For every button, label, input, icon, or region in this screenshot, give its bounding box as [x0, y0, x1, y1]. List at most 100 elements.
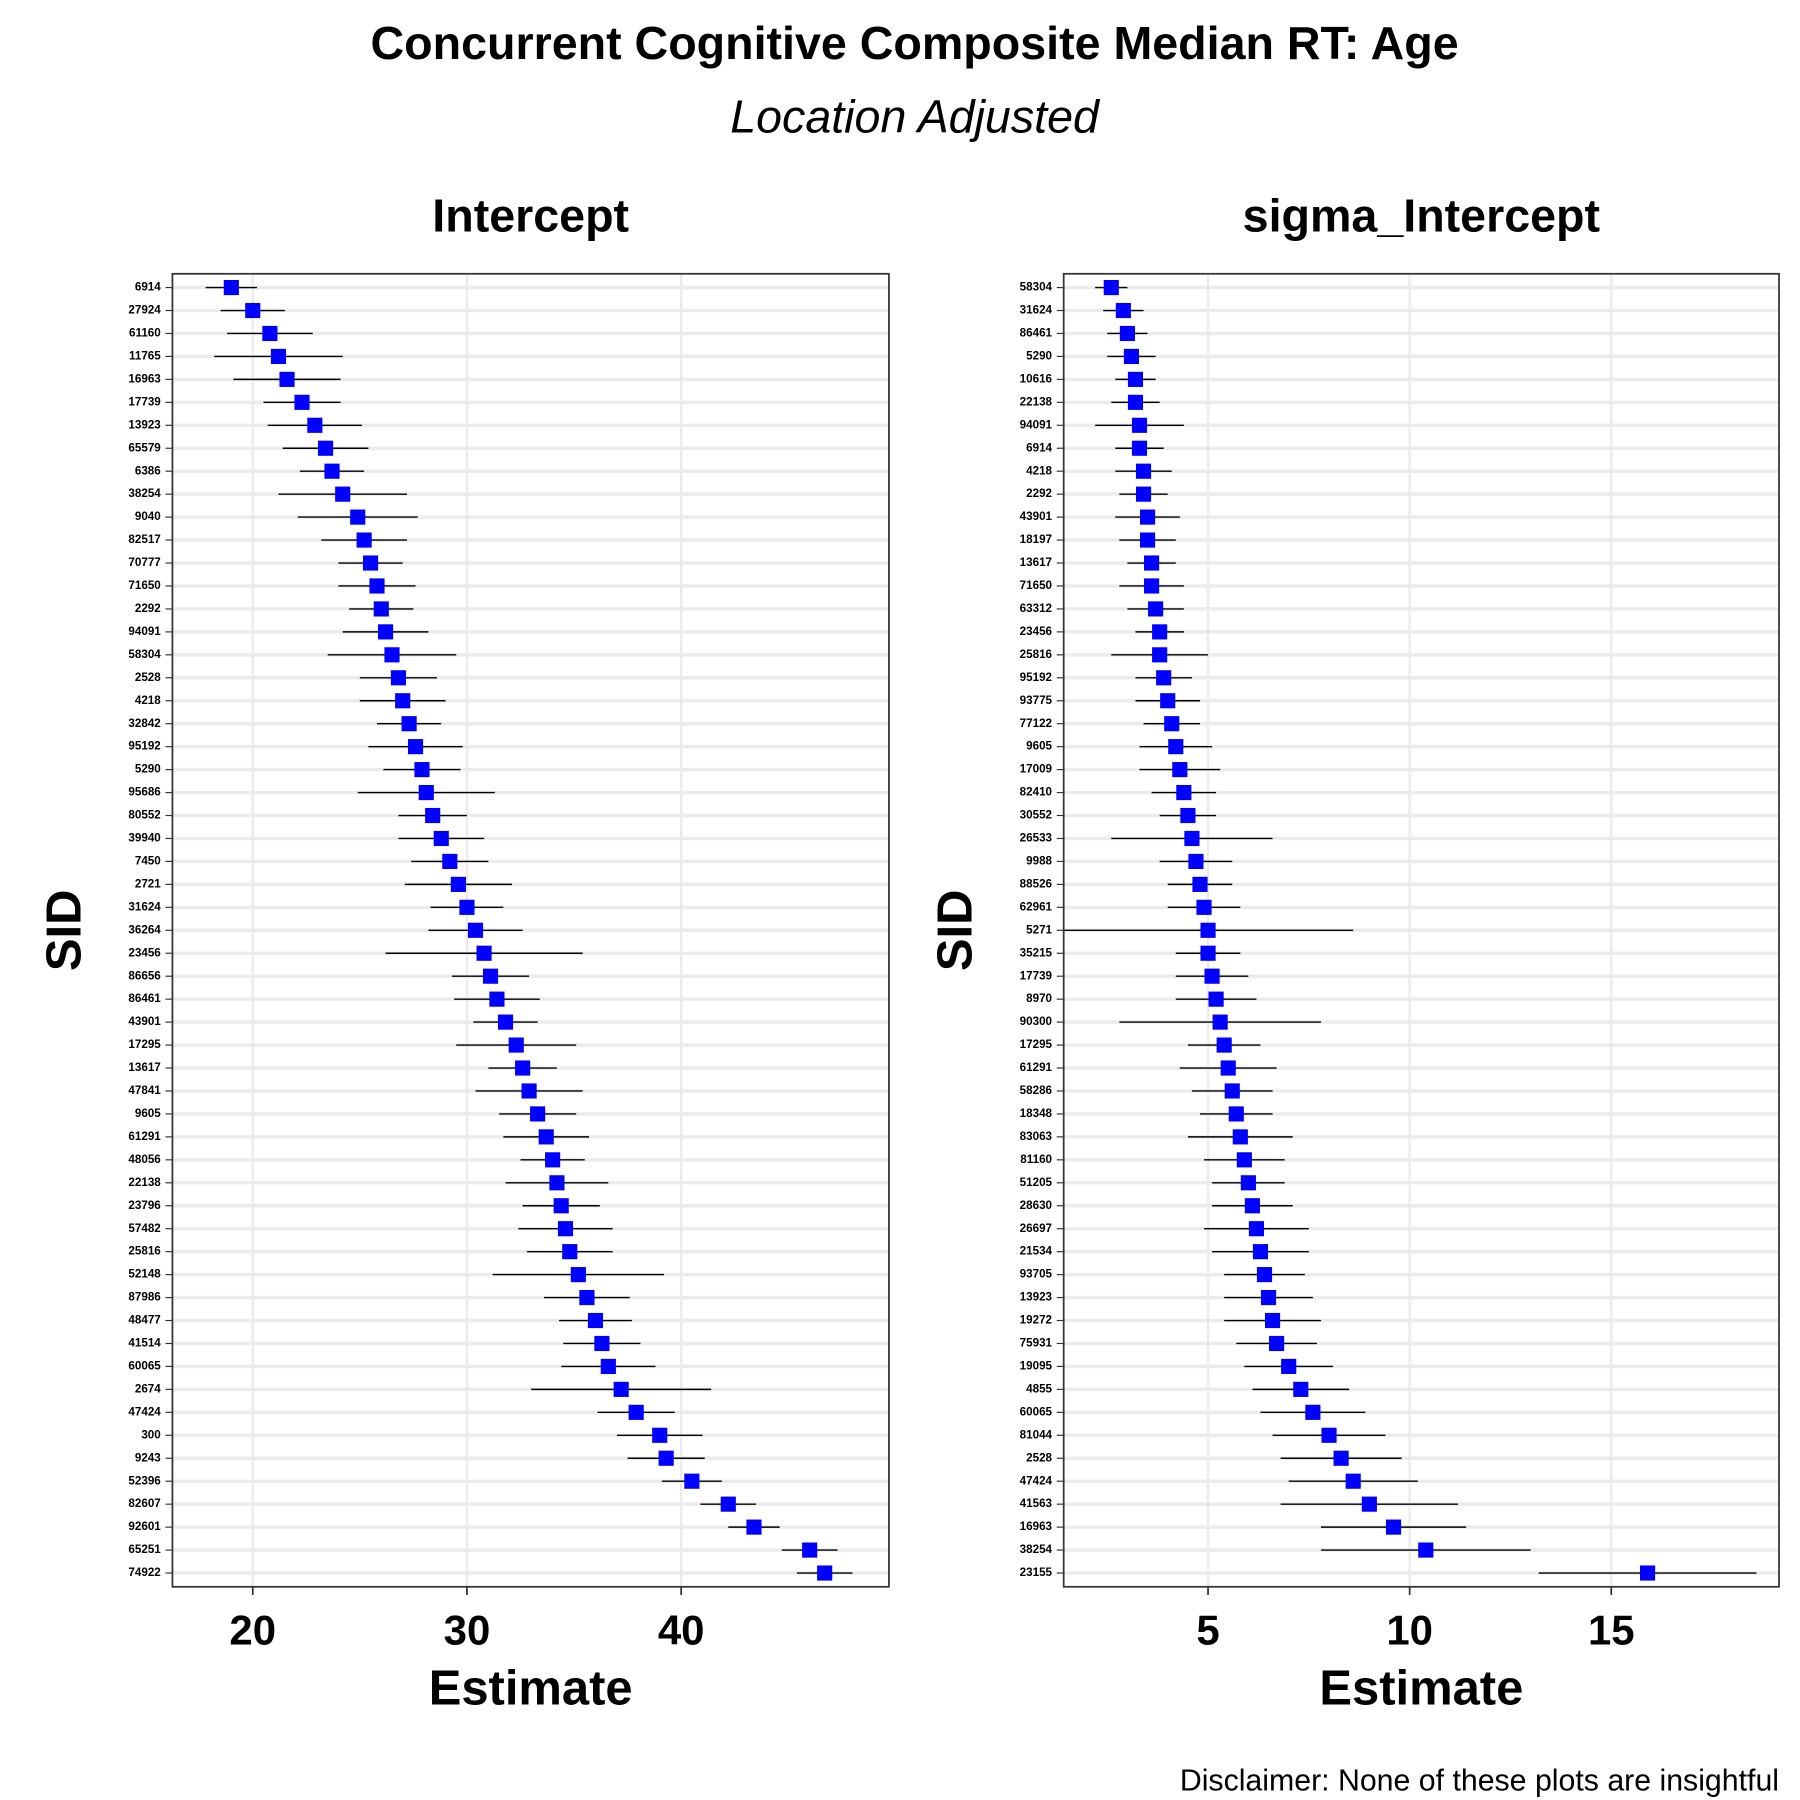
point	[1172, 762, 1188, 778]
point	[1196, 899, 1212, 915]
point	[530, 1106, 546, 1122]
point	[377, 624, 394, 640]
point	[587, 1312, 604, 1329]
y-tick-label: 32842	[128, 717, 161, 730]
y-tick-label: 38254	[128, 487, 161, 500]
y-tick-label: 5271	[1026, 923, 1052, 936]
y-tick-label: 86461	[128, 992, 161, 1005]
y-tick-label: 38254	[1020, 1543, 1053, 1556]
x-tick-label: 5	[1196, 1606, 1219, 1653]
point	[1103, 279, 1119, 296]
point	[1123, 348, 1140, 364]
point	[1192, 876, 1208, 892]
point	[538, 1129, 554, 1145]
y-tick-label: 43901	[1020, 510, 1053, 523]
y-tick-label: 17295	[1020, 1038, 1053, 1051]
y-tick-label: 60065	[1020, 1405, 1053, 1418]
point	[1119, 325, 1135, 342]
point	[467, 922, 484, 938]
y-tick-label: 35215	[1020, 946, 1053, 959]
point	[262, 325, 278, 342]
point	[594, 1335, 610, 1352]
y-tick-label: 8970	[1026, 992, 1052, 1005]
y-tick-label: 11765	[129, 350, 161, 363]
point	[401, 716, 417, 732]
y-tick-label: 2674	[135, 1382, 161, 1395]
y-tick-label: 95686	[128, 786, 161, 799]
point	[390, 670, 406, 686]
y-tick-label: 74922	[128, 1566, 161, 1579]
point	[1321, 1427, 1337, 1443]
y-tick-label: 9040	[135, 510, 161, 523]
y-tick-label: 82607	[128, 1497, 160, 1510]
y-tick-label: 61160	[129, 327, 161, 340]
point	[521, 1083, 537, 1099]
point	[318, 440, 334, 456]
point	[1188, 853, 1204, 869]
y-tick-label: 26697	[1020, 1222, 1052, 1235]
point	[369, 578, 385, 594]
point	[356, 532, 372, 548]
y-tick-label: 62961	[1020, 900, 1053, 913]
y-tick-label: 26533	[1020, 832, 1053, 845]
y-tick-label: 36264	[128, 923, 161, 936]
point	[1333, 1450, 1349, 1466]
y-tick-label: 19095	[1020, 1360, 1053, 1373]
y-tick-label: 51205	[1020, 1176, 1053, 1189]
point	[613, 1381, 629, 1397]
point	[362, 555, 379, 571]
y-tick-label: 2292	[1026, 487, 1052, 500]
y-tick-label: 22138	[128, 1176, 161, 1189]
point	[1164, 716, 1180, 732]
y-tick-label: 9988	[1026, 855, 1052, 868]
y-tick-label: 63312	[1020, 602, 1053, 615]
point	[425, 807, 441, 824]
point	[1228, 1106, 1244, 1122]
y-tick-label: 92601	[128, 1520, 161, 1533]
point	[1148, 601, 1164, 617]
point	[418, 784, 434, 801]
point	[1236, 1152, 1252, 1168]
point	[1127, 371, 1144, 387]
y-tick-label: 41514	[128, 1337, 161, 1350]
y-tick-label: 65251	[128, 1543, 161, 1556]
point	[553, 1198, 569, 1214]
y-tick-label: 2528	[135, 671, 161, 684]
y-tick-label: 23456	[1020, 625, 1053, 638]
point	[802, 1542, 818, 1558]
x-tick-label: 20	[229, 1606, 276, 1653]
point	[579, 1289, 595, 1306]
y-tick-label: 30552	[1020, 809, 1053, 822]
y-axis-title: SID	[37, 890, 91, 972]
panel-border	[1062, 272, 1780, 1588]
point	[684, 1473, 700, 1489]
point	[384, 647, 400, 663]
point	[433, 830, 449, 847]
y-tick-label: 17739	[128, 395, 161, 408]
y-tick-label: 2528	[1026, 1451, 1052, 1464]
y-tick-label: 2292	[135, 602, 161, 615]
y-tick-label: 17295	[128, 1038, 161, 1051]
y-tick-label: 5290	[135, 763, 161, 776]
point	[570, 1267, 586, 1283]
point	[1293, 1381, 1309, 1397]
y-tick-label: 47841	[128, 1084, 161, 1097]
y-tick-label: 87986	[128, 1291, 161, 1304]
point	[1160, 693, 1176, 709]
y-tick-label: 43901	[128, 1015, 161, 1028]
y-tick-label: 95192	[1020, 671, 1053, 684]
y-tick-label: 16963	[128, 372, 161, 385]
y-tick-label: 58304	[128, 648, 161, 661]
point	[1204, 968, 1220, 984]
y-tick-label: 300	[141, 1428, 160, 1441]
y-tick-label: 13923	[1020, 1291, 1053, 1304]
y-tick-label: 41563	[1020, 1497, 1053, 1510]
y-tick-label: 23155	[1020, 1566, 1053, 1579]
x-axis-title: Estimate	[1319, 1662, 1523, 1716]
point	[1135, 463, 1152, 479]
point	[294, 394, 310, 410]
point	[395, 693, 411, 709]
y-tick-label: 94091	[1020, 418, 1053, 431]
point	[1305, 1404, 1321, 1420]
